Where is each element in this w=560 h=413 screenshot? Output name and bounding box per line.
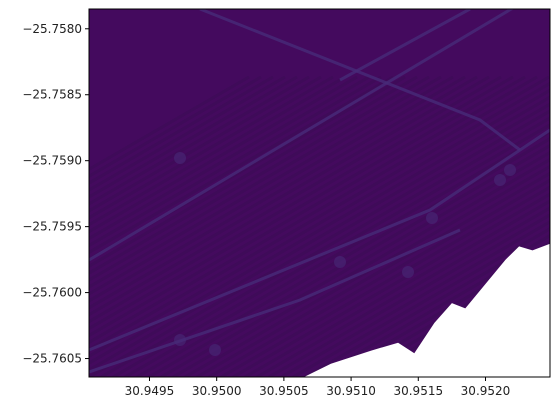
- field-row: [89, 75, 550, 345]
- field-row: [89, 88, 550, 358]
- field-row: [89, 75, 430, 275]
- y-tick-label: −25.7595: [22, 220, 82, 234]
- field-row: [89, 75, 526, 331]
- field-row: [160, 150, 550, 377]
- field-row: [244, 199, 550, 377]
- raster-layer: [89, 9, 550, 377]
- field-row: [89, 75, 394, 255]
- x-tick-label: 30.9500: [192, 384, 242, 398]
- field-row: [89, 95, 550, 365]
- nodata-region: [304, 243, 550, 377]
- field-edge: [89, 128, 550, 352]
- tree-blob: [402, 266, 414, 278]
- field-row: [89, 75, 418, 268]
- field-row: [89, 75, 286, 192]
- field-row: [172, 157, 550, 377]
- field-row: [89, 75, 478, 303]
- tree-blob: [174, 334, 186, 346]
- x-tick-label: 30.9520: [461, 384, 511, 398]
- y-tick-label: −25.7585: [22, 88, 82, 102]
- field-edge: [89, 9, 515, 262]
- field-row: [148, 143, 550, 377]
- field-row: [89, 75, 274, 185]
- field-row: [89, 75, 442, 282]
- field-row: [196, 171, 550, 377]
- field-row: [112, 123, 550, 377]
- field-row: [89, 75, 334, 220]
- y-tick-label: −25.7580: [22, 22, 82, 36]
- field-row: [89, 75, 502, 317]
- field-edge: [89, 228, 461, 374]
- y-axis: −25.7580 −25.7585 −25.7590 −25.7595 −25.7600…: [22, 22, 89, 366]
- field-row: [268, 213, 550, 377]
- field-edge: [339, 9, 471, 82]
- field-row: [328, 247, 550, 377]
- field-row: [220, 185, 550, 377]
- field-row: [280, 220, 550, 377]
- field-row: [89, 75, 514, 324]
- field-row: [89, 109, 550, 377]
- axes-frame: [88, 8, 551, 378]
- field-row: [232, 192, 550, 377]
- field-edge: [199, 9, 521, 152]
- field-row: [89, 81, 550, 352]
- x-tick-label: 30.9515: [393, 384, 443, 398]
- field-row: [292, 226, 550, 377]
- x-tick-label: 30.9505: [259, 384, 309, 398]
- field-row: [184, 164, 550, 377]
- field-row: [89, 75, 538, 338]
- y-tick-label: −25.7590: [22, 154, 82, 168]
- tree-blob: [426, 212, 438, 224]
- x-tick-label: 30.9510: [326, 384, 376, 398]
- field-row: [89, 75, 370, 241]
- field-row: [304, 233, 550, 377]
- field-row: [89, 75, 298, 199]
- field-row: [89, 75, 466, 296]
- plot-border: [88, 8, 551, 378]
- tree-blob: [209, 344, 221, 356]
- field-row: [89, 75, 250, 172]
- field-row: [89, 75, 490, 310]
- x-axis: 30.9495 30.9500 30.9505 30.9510 30.9515 30.95…: [125, 377, 511, 398]
- field-row: [89, 102, 550, 372]
- tree-blob: [504, 164, 516, 176]
- field-row: [100, 116, 550, 377]
- y-tick-label: −25.7605: [22, 352, 82, 366]
- y-tick-label: −25.7600: [22, 286, 82, 300]
- field-row: [316, 240, 550, 377]
- field-row: [208, 178, 550, 377]
- field-row: [340, 254, 550, 377]
- field-row: [89, 75, 358, 234]
- tree-blob: [494, 174, 506, 186]
- field-row: [89, 75, 310, 206]
- field-row: [89, 75, 322, 213]
- field-row: [89, 75, 454, 289]
- field-row: [89, 75, 262, 178]
- field-row: [256, 206, 550, 377]
- x-tick-label: 30.9495: [125, 384, 175, 398]
- field-row: [89, 75, 346, 227]
- tree-blob: [334, 256, 346, 268]
- field-row: [89, 75, 382, 248]
- tree-blob: [174, 152, 186, 164]
